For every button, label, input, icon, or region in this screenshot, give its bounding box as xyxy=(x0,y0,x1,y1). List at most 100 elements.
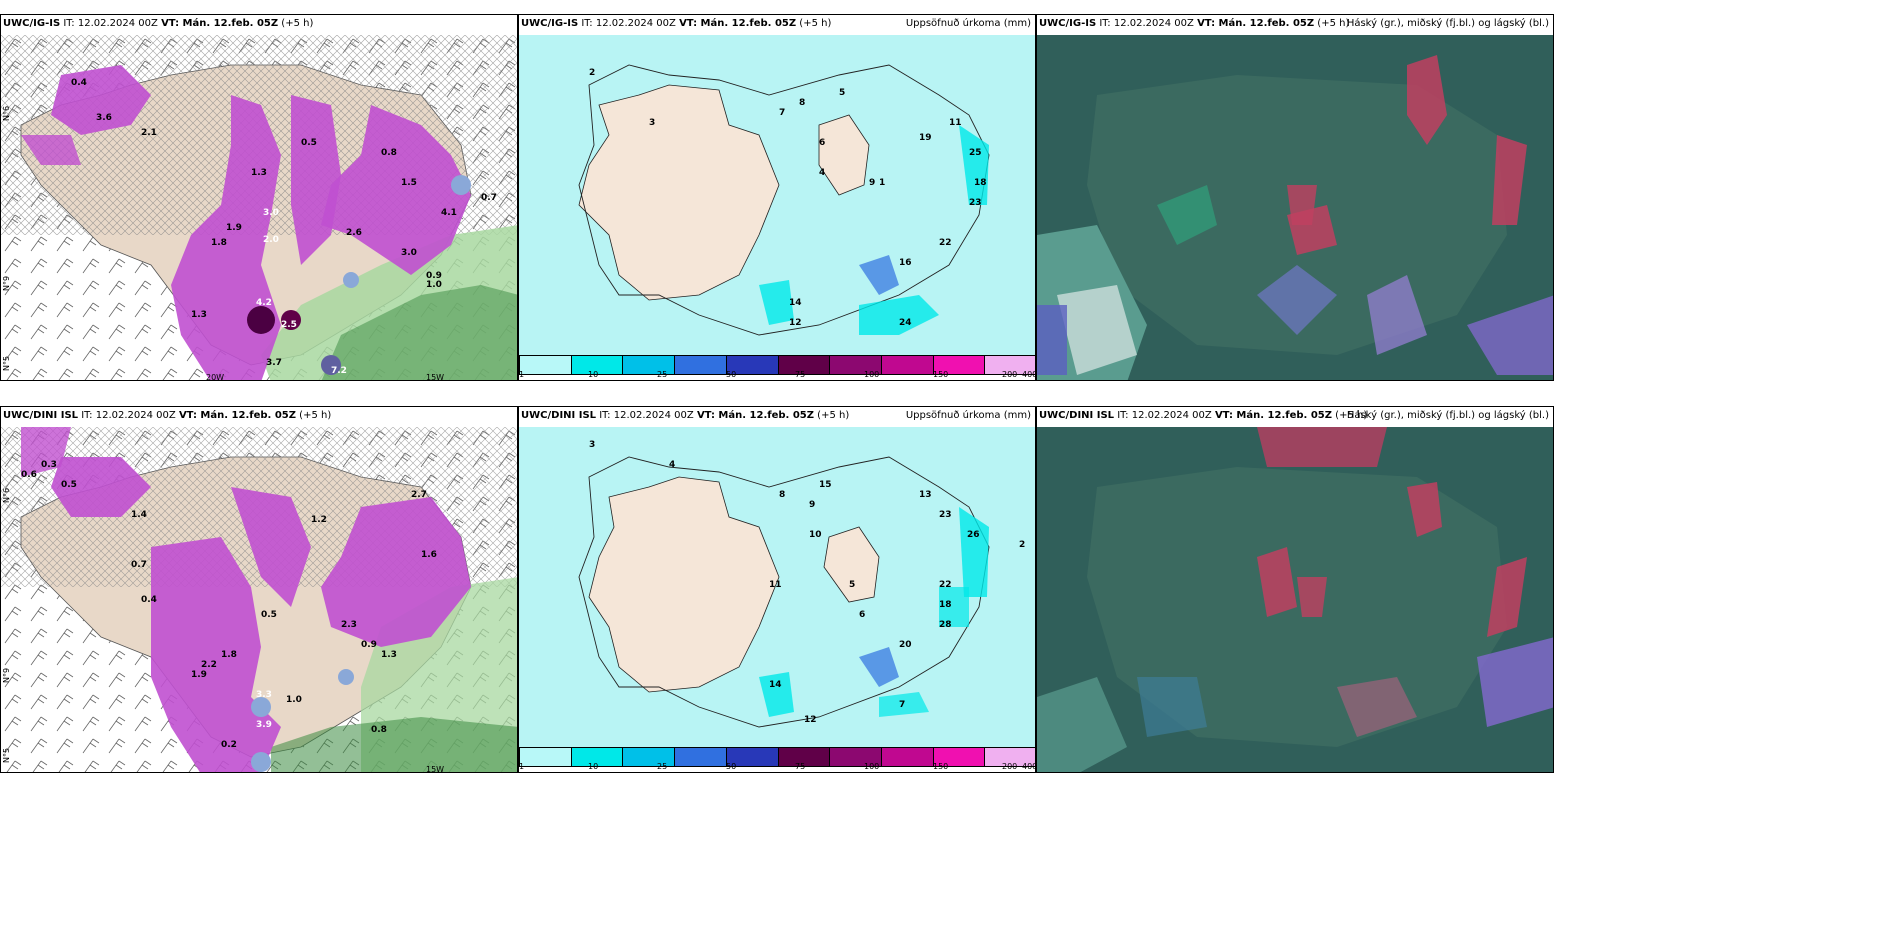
svg-text:3.7: 3.7 xyxy=(266,358,282,368)
cloud-cover-map xyxy=(1037,35,1553,380)
svg-text:1.2: 1.2 xyxy=(311,515,327,525)
svg-text:0.2: 0.2 xyxy=(221,740,237,750)
svg-text:23: 23 xyxy=(969,198,982,208)
colorbar-cell xyxy=(675,748,727,766)
cloud-cover-map xyxy=(1037,427,1553,772)
panel-subtitle: Háský (gr.), miðský (fj.bl.) og lágský (… xyxy=(1346,18,1549,29)
svg-text:2.0: 2.0 xyxy=(263,235,279,245)
svg-text:0.5: 0.5 xyxy=(261,610,277,620)
panel-title: UWC/DINI ISL IT: 12.02.2024 00Z VT: Mán.… xyxy=(3,410,332,421)
svg-text:4: 4 xyxy=(819,168,825,178)
svg-text:1.6: 1.6 xyxy=(421,550,437,560)
panel-accumulated-precip-dini: UWC/DINI ISL IT: 12.02.2024 00Z VT: Mán.… xyxy=(518,406,1036,773)
colorbar-cell xyxy=(933,748,986,766)
colorbar-ticks: 1 10 25 50 75 100 150 200 400 xyxy=(519,370,1036,379)
svg-text:0.9: 0.9 xyxy=(426,271,442,281)
svg-text:0.8: 0.8 xyxy=(371,725,387,735)
colorbar-cell xyxy=(623,356,676,374)
svg-text:13: 13 xyxy=(919,490,932,500)
panel-precip-wind-dini: UWC/DINI ISL IT: 12.02.2024 00Z VT: Mán.… xyxy=(0,406,518,773)
svg-text:0.6: 0.6 xyxy=(21,470,37,480)
svg-text:8: 8 xyxy=(779,490,785,500)
svg-text:2.2: 2.2 xyxy=(201,660,217,670)
svg-text:2.7: 2.7 xyxy=(411,490,427,500)
colorbar-cell xyxy=(830,356,882,374)
svg-text:1.3: 1.3 xyxy=(251,168,267,178)
svg-text:5: 5 xyxy=(839,88,845,98)
panel-subtitle: Uppsöfnuð úrkoma (mm) xyxy=(905,410,1031,421)
colorbar-cell xyxy=(571,356,624,374)
svg-text:0.9: 0.9 xyxy=(361,640,377,650)
panel-clouds-dini: UWC/DINI ISL IT: 12.02.2024 00Z VT: Mán.… xyxy=(1036,406,1554,773)
svg-text:9: 9 xyxy=(809,500,815,510)
svg-text:25: 25 xyxy=(969,148,982,158)
svg-text:N°6: N°6 xyxy=(2,106,11,121)
panel-title: UWC/IG-IS IT: 12.02.2024 00Z VT: Mán. 12… xyxy=(521,18,832,29)
svg-text:23: 23 xyxy=(939,510,952,520)
svg-text:1.3: 1.3 xyxy=(381,650,397,660)
svg-text:15: 15 xyxy=(819,480,832,490)
svg-text:4: 4 xyxy=(669,460,675,470)
panel-clouds-ig: UWC/IG-IS IT: 12.02.2024 00Z VT: Mán. 12… xyxy=(1036,14,1554,381)
svg-text:3: 3 xyxy=(589,440,595,450)
svg-text:1.9: 1.9 xyxy=(191,670,207,680)
svg-text:24: 24 xyxy=(899,318,912,328)
panel-title: UWC/DINI ISL IT: 12.02.2024 00Z VT: Mán.… xyxy=(1039,410,1368,421)
svg-text:N°5: N°5 xyxy=(2,356,11,371)
svg-text:28: 28 xyxy=(939,620,952,630)
svg-text:4.2: 4.2 xyxy=(256,298,272,308)
svg-text:12: 12 xyxy=(804,715,817,725)
svg-text:1: 1 xyxy=(879,178,885,188)
accum-precip-map: 19 25 23 18 22 9 16 14 24 1 4 11 12 2 3 … xyxy=(519,35,1035,355)
svg-text:3: 3 xyxy=(649,118,655,128)
svg-text:0.4: 0.4 xyxy=(71,78,87,88)
svg-text:18: 18 xyxy=(939,600,952,610)
svg-text:3.9: 3.9 xyxy=(256,720,272,730)
panel-subtitle: Uppsöfnuð úrkoma (mm) xyxy=(905,18,1031,29)
svg-text:16: 16 xyxy=(899,258,912,268)
svg-text:0.4: 0.4 xyxy=(141,595,157,605)
precip-colorbar xyxy=(519,355,1035,375)
svg-text:1.4: 1.4 xyxy=(131,510,147,520)
svg-text:19: 19 xyxy=(919,133,932,143)
svg-text:2.5: 2.5 xyxy=(281,320,297,330)
precip-wind-map: 3.6 2.1 1.9 3.0 2.0 1.3 4.2 2.5 3.7 7.2 … xyxy=(1,35,517,381)
svg-text:22: 22 xyxy=(939,238,952,248)
panel-title: UWC/IG-IS IT: 12.02.2024 00Z VT: Mán. 12… xyxy=(3,18,314,29)
svg-text:1.3: 1.3 xyxy=(191,310,207,320)
colorbar-cell xyxy=(726,356,779,374)
accum-precip-map: 3 4 8 9 10 11 13 15 23 26 28 22 18 20 14… xyxy=(519,427,1035,747)
svg-text:0.8: 0.8 xyxy=(381,148,397,158)
colorbar-cell xyxy=(881,748,934,766)
svg-text:10: 10 xyxy=(809,530,822,540)
svg-text:20W: 20W xyxy=(206,373,224,381)
svg-text:N°9: N°9 xyxy=(2,668,11,683)
panel-accumulated-precip-ig: UWC/IG-IS IT: 12.02.2024 00Z VT: Mán. 12… xyxy=(518,14,1036,381)
colorbar-cell xyxy=(933,356,986,374)
svg-text:8: 8 xyxy=(799,98,805,108)
precip-wind-map: 0.3 0.6 1.4 0.7 1.9 2.2 1.8 3.3 3.9 1.0 … xyxy=(1,427,517,773)
svg-text:20: 20 xyxy=(899,640,912,650)
svg-text:2: 2 xyxy=(589,68,595,78)
svg-text:1.0: 1.0 xyxy=(426,280,442,290)
svg-text:4.1: 4.1 xyxy=(441,208,457,218)
colorbar-cell xyxy=(985,356,1035,374)
colorbar-cell xyxy=(726,748,779,766)
colorbar-cell xyxy=(881,356,934,374)
panel-precip-wind-ig: UWC/IG-IS IT: 12.02.2024 00Z VT: Mán. 12… xyxy=(0,14,518,381)
svg-text:11: 11 xyxy=(949,118,962,128)
svg-text:2.1: 2.1 xyxy=(141,128,157,138)
svg-text:1.5: 1.5 xyxy=(401,178,417,188)
svg-text:1.0: 1.0 xyxy=(286,695,302,705)
iceland-outline xyxy=(578,64,990,336)
svg-text:7: 7 xyxy=(779,108,785,118)
svg-text:N°9: N°9 xyxy=(2,276,11,291)
colorbar-cell xyxy=(778,748,831,766)
svg-text:2: 2 xyxy=(1019,540,1025,550)
svg-text:1.8: 1.8 xyxy=(221,650,237,660)
colorbar-cell xyxy=(623,748,676,766)
svg-text:6: 6 xyxy=(819,138,825,148)
svg-text:0.5: 0.5 xyxy=(61,480,77,490)
colorbar-cell xyxy=(778,356,831,374)
svg-text:15W: 15W xyxy=(426,765,444,773)
